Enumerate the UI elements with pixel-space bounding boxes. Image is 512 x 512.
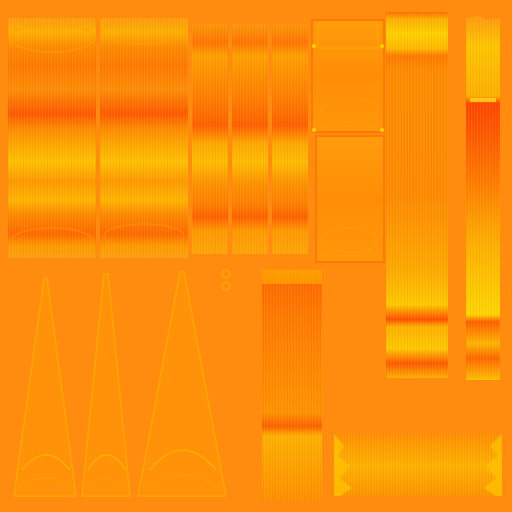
- plank-panel: [8, 18, 96, 258]
- strip-panel: [386, 12, 448, 378]
- plank-panel: [232, 24, 268, 254]
- spike-panel: [81, 273, 131, 497]
- column-panel: [262, 270, 322, 500]
- spike-panel: [13, 277, 77, 497]
- strip-panel: [466, 16, 500, 380]
- plank-panel: [192, 24, 228, 254]
- spike-panel: [137, 271, 227, 497]
- fringe-panel: [334, 434, 502, 496]
- plank-panel: [100, 18, 188, 258]
- ring-marks: [221, 269, 231, 291]
- framed-panel: [311, 19, 385, 263]
- plank-panel: [272, 24, 308, 254]
